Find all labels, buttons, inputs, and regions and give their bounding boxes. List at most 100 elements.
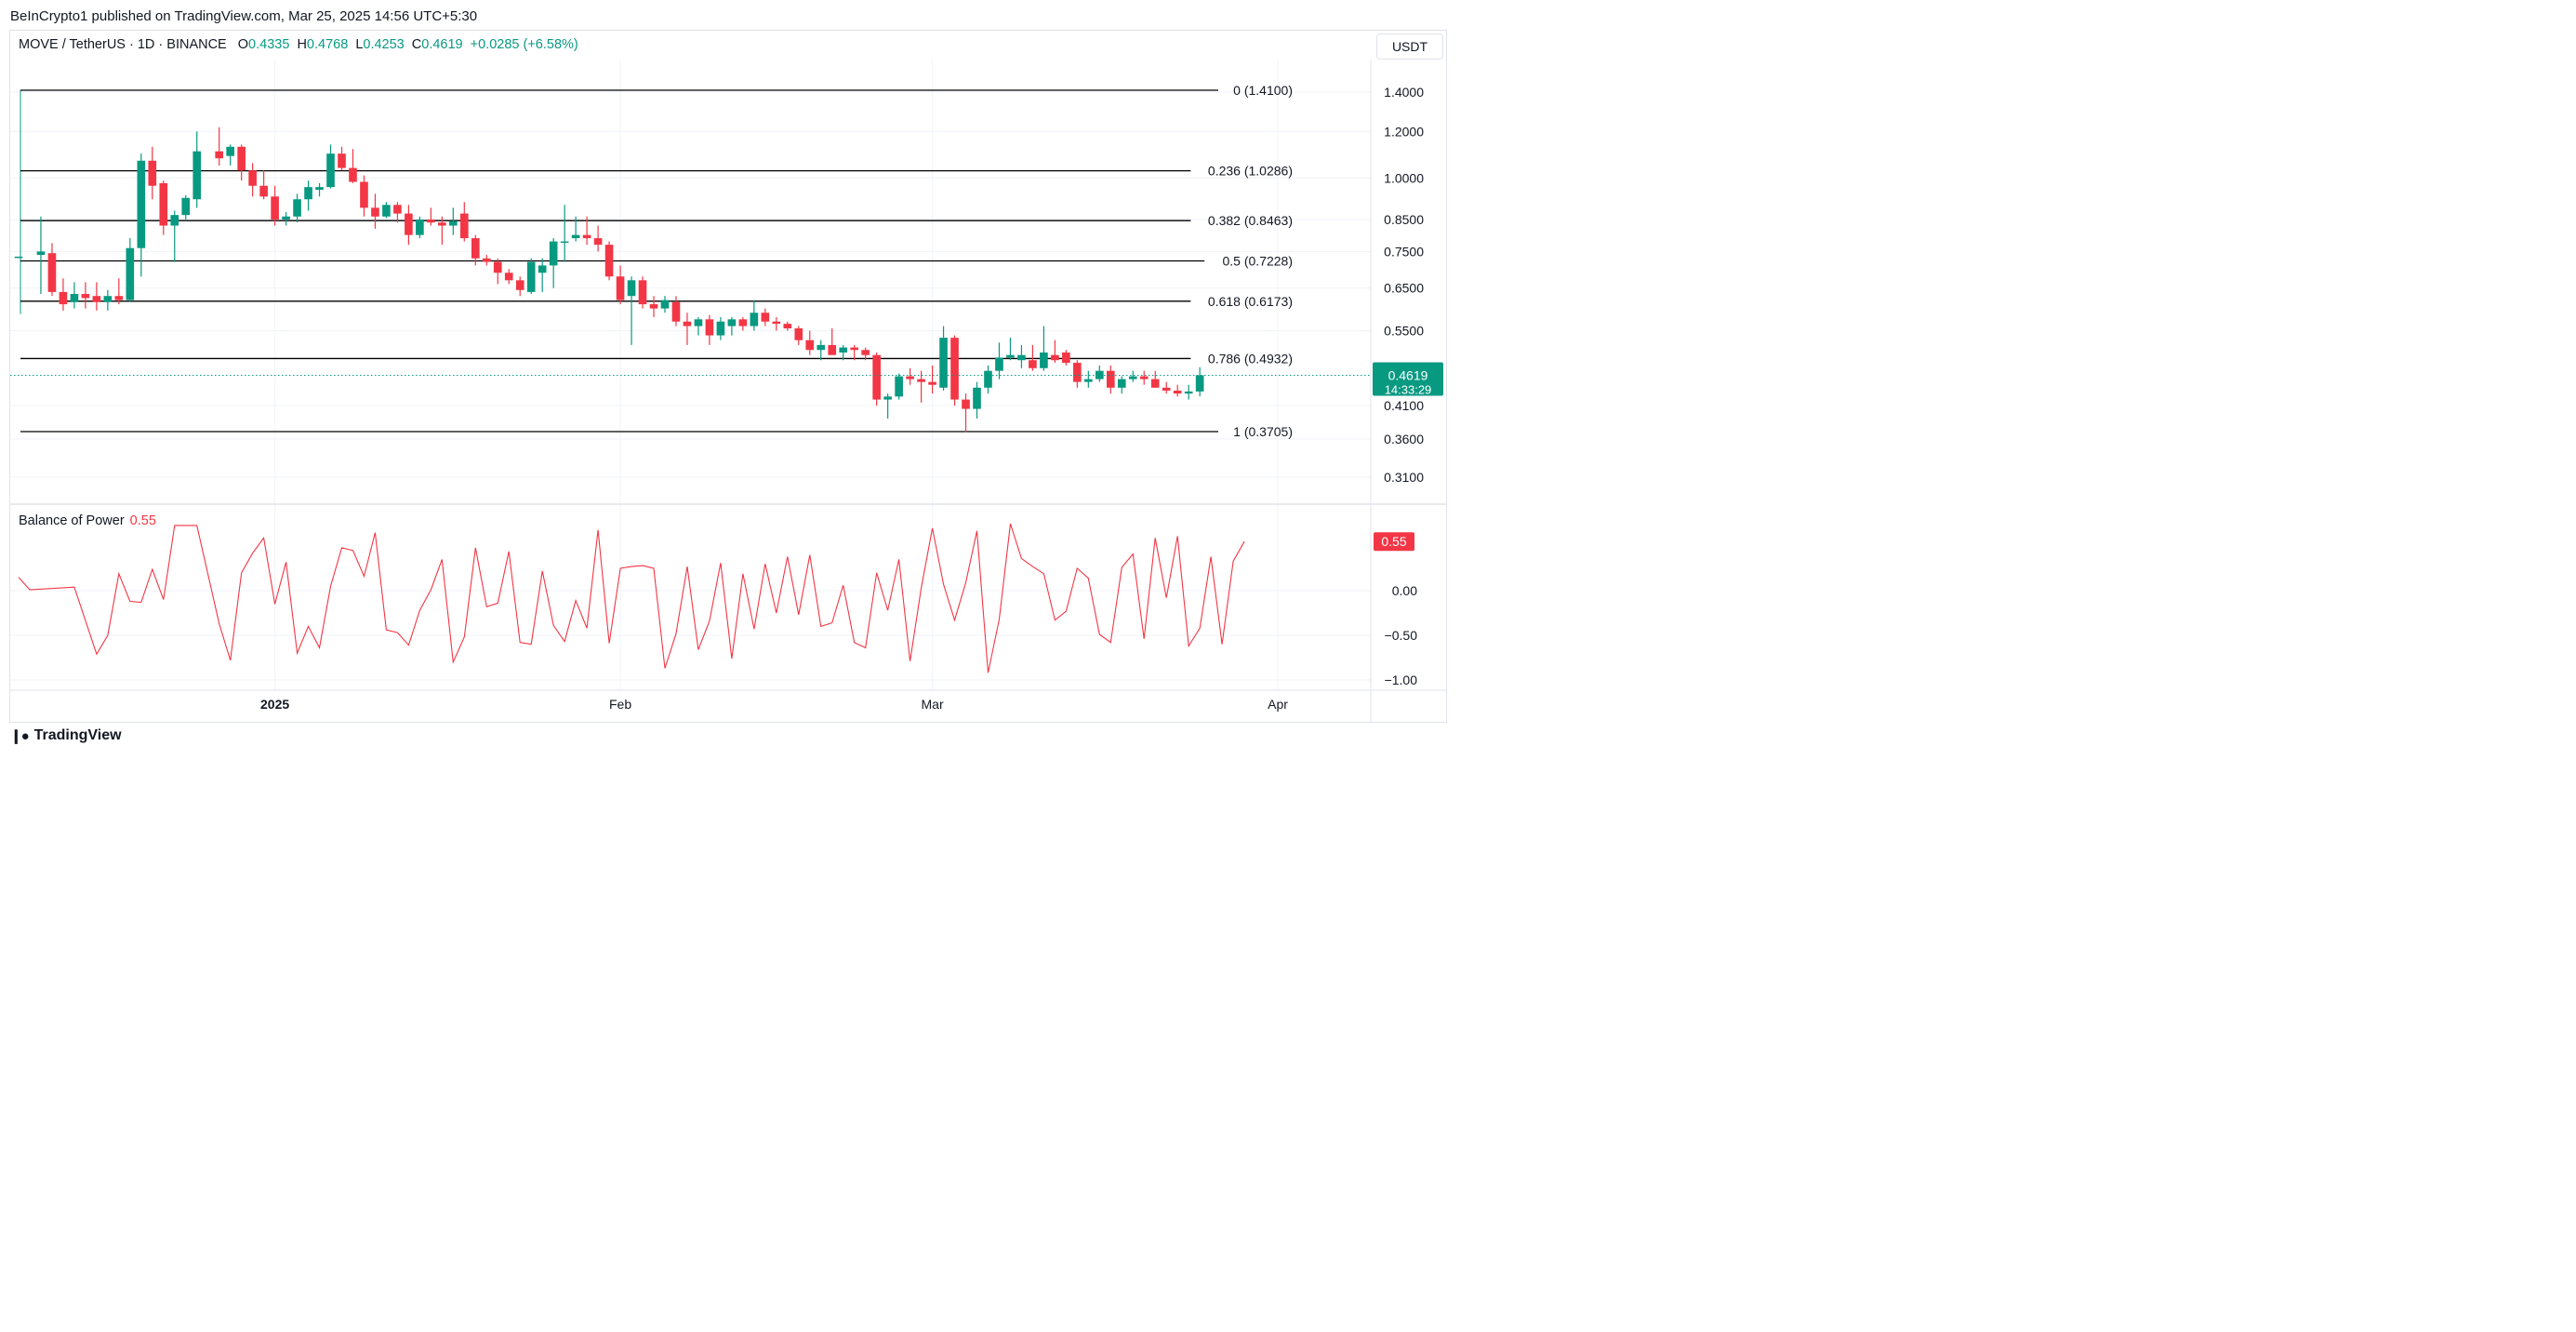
candle bbox=[1117, 376, 1126, 394]
candle-body bbox=[504, 273, 513, 281]
candle-body bbox=[638, 280, 647, 305]
candle bbox=[471, 234, 480, 266]
candle bbox=[906, 367, 914, 385]
candle bbox=[360, 175, 368, 217]
chart-frame bbox=[9, 30, 1447, 723]
candle-body bbox=[70, 294, 79, 302]
candle-body bbox=[1017, 354, 1026, 361]
symbol-title[interactable]: MOVE / TetherUS · 1D · BINANCE bbox=[19, 37, 227, 52]
candle bbox=[1184, 384, 1193, 400]
candle-body bbox=[839, 347, 848, 353]
candle bbox=[817, 340, 826, 361]
candle-body bbox=[326, 153, 335, 188]
candle-body bbox=[817, 344, 826, 351]
candle-body bbox=[215, 151, 224, 159]
candle bbox=[917, 370, 925, 403]
candle-body bbox=[92, 296, 101, 302]
fib-level-label: 0.236 (1.0286) bbox=[1208, 164, 1293, 179]
candle bbox=[582, 216, 591, 246]
candle bbox=[1062, 350, 1070, 366]
fib-level-label: 1 (0.3705) bbox=[1233, 424, 1293, 439]
candle bbox=[1150, 370, 1160, 388]
candle bbox=[616, 265, 625, 305]
candle bbox=[1095, 365, 1104, 382]
time-tick-label: 2025 bbox=[260, 697, 289, 712]
last-price-value: 0.4619 bbox=[1388, 367, 1428, 382]
fib-levels: 0 (1.4100) 0.236 (1.0286) 0.382 (0.8463) 0.… bbox=[20, 83, 1293, 439]
candle-body bbox=[126, 247, 135, 300]
candle-body bbox=[872, 354, 881, 400]
candle bbox=[1139, 370, 1149, 385]
candle-body bbox=[828, 344, 837, 355]
currency-button[interactable]: USDT bbox=[1376, 33, 1443, 60]
candle bbox=[515, 276, 524, 297]
tradingview-brand[interactable]: ❙● TradingView bbox=[10, 727, 122, 744]
candle-body bbox=[103, 296, 113, 302]
indicator-name[interactable]: Balance of Power bbox=[19, 513, 125, 528]
candle bbox=[839, 344, 848, 361]
candle bbox=[170, 210, 179, 262]
candle bbox=[705, 314, 714, 345]
candle bbox=[226, 144, 234, 166]
candle-body bbox=[1106, 370, 1115, 388]
candle-body bbox=[571, 234, 580, 239]
bop-tick-label: −1.00 bbox=[1385, 673, 1418, 687]
candle bbox=[103, 289, 113, 311]
symbol-legend[interactable]: MOVE / TetherUS · 1D · BINANCE O0.4335 H… bbox=[19, 37, 582, 52]
candle-body bbox=[1184, 391, 1193, 394]
candle bbox=[895, 373, 903, 400]
candle bbox=[939, 326, 948, 391]
candle-body bbox=[1195, 375, 1204, 392]
candle bbox=[293, 193, 301, 223]
candle bbox=[449, 207, 458, 235]
candle bbox=[761, 308, 770, 326]
candle bbox=[1073, 360, 1082, 388]
balance-of-power-line bbox=[18, 523, 1245, 673]
candle bbox=[750, 300, 759, 331]
indicator-legend[interactable]: Balance of Power 0.55 bbox=[19, 513, 156, 528]
candle-body bbox=[193, 151, 202, 200]
candle-body bbox=[471, 238, 480, 259]
candle-body bbox=[683, 321, 692, 326]
candle-body bbox=[939, 338, 948, 388]
candle-body bbox=[716, 321, 725, 336]
candle bbox=[47, 243, 57, 297]
chart-canvas[interactable]: 0 (1.4100) 0.236 (1.0286) 0.382 (0.8463) 0.… bbox=[0, 0, 1456, 753]
candle-body bbox=[237, 146, 246, 171]
candle bbox=[114, 278, 124, 305]
candle bbox=[716, 316, 725, 340]
candle-body bbox=[338, 153, 346, 168]
fib-level-label: 0.382 (0.8463) bbox=[1208, 213, 1293, 228]
candle bbox=[928, 365, 936, 394]
candle-body bbox=[382, 205, 391, 217]
candle-body bbox=[1029, 360, 1037, 368]
price-tick-label: 0.6500 bbox=[1384, 281, 1424, 296]
candle-body bbox=[315, 187, 324, 190]
candle-body bbox=[649, 304, 658, 309]
candle-body bbox=[772, 321, 781, 325]
candle-body bbox=[47, 253, 57, 292]
candle-body bbox=[36, 251, 46, 256]
candle bbox=[683, 313, 692, 345]
time-axis: 2025 Feb Mar Apr bbox=[260, 697, 1288, 712]
indicator-value: 0.55 bbox=[129, 513, 156, 528]
candle bbox=[962, 393, 970, 433]
candle bbox=[92, 282, 101, 311]
candle-body bbox=[349, 167, 357, 182]
candle bbox=[326, 144, 335, 189]
candle-body bbox=[861, 350, 870, 355]
candle-body bbox=[694, 319, 703, 326]
candle-body bbox=[761, 313, 770, 322]
candle bbox=[282, 212, 290, 226]
candle-body bbox=[360, 181, 368, 208]
candle bbox=[671, 296, 681, 326]
candle bbox=[1006, 338, 1015, 361]
candle bbox=[727, 316, 737, 336]
candle-body bbox=[1150, 379, 1160, 388]
candle bbox=[604, 241, 614, 281]
candle-body bbox=[995, 357, 1003, 371]
candles bbox=[10, 127, 1371, 433]
candle-body bbox=[1139, 376, 1149, 380]
candle-body bbox=[560, 241, 569, 244]
candle bbox=[248, 163, 257, 197]
